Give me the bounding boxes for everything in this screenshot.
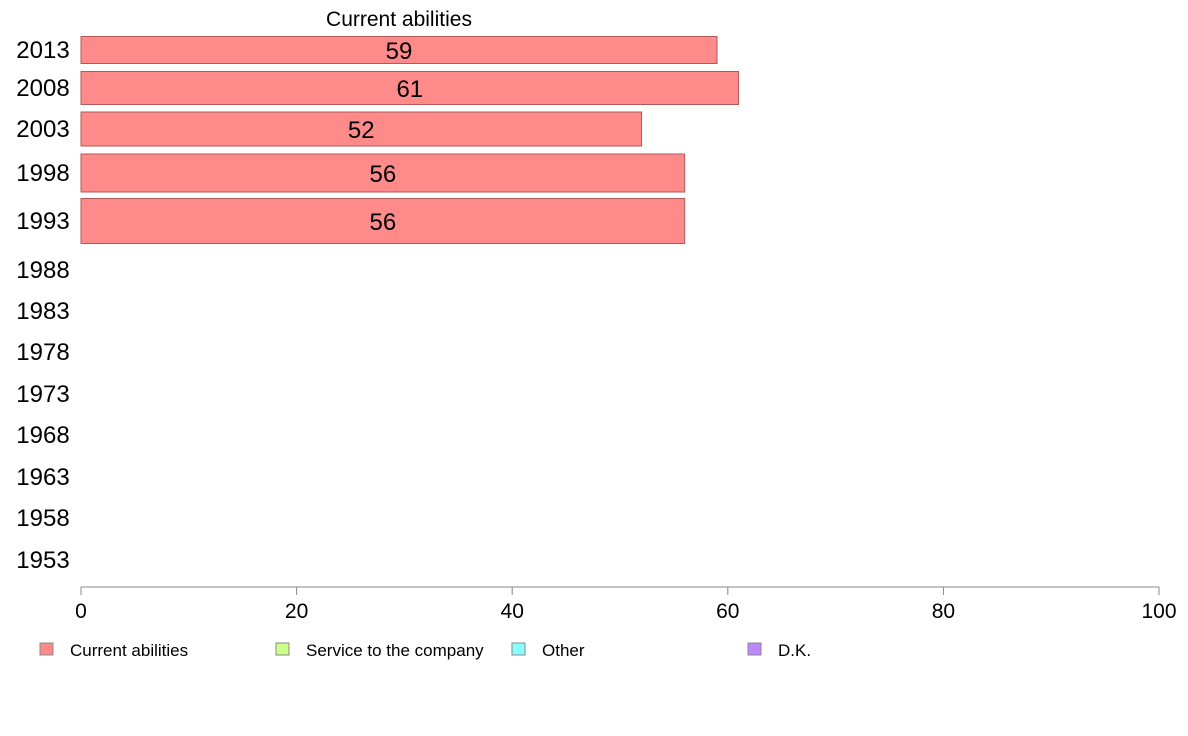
y-tick-label: 2008 [16, 75, 69, 102]
legend: Current abilities Service to the company O… [39, 641, 811, 660]
y-tick-label: 1983 [16, 298, 69, 325]
bar [80, 198, 686, 244]
legend-label: Service to the company [306, 641, 484, 660]
legend-label: D.K. [778, 641, 811, 660]
y-tick-label: 2003 [16, 116, 69, 143]
bar [80, 111, 643, 147]
x-axis: 0 20 40 60 80 100 [75, 586, 1177, 623]
bars-group [80, 36, 740, 244]
y-tick-label: 1968 [16, 422, 69, 449]
bar [80, 71, 740, 105]
x-tick-label: 80 [932, 600, 955, 623]
legend-swatch [511, 642, 526, 656]
x-tick-label: 20 [285, 600, 308, 623]
y-tick-label: 1958 [16, 505, 69, 532]
bar-value-labels: 59 61 52 56 56 [348, 38, 423, 236]
bar-value-label: 52 [348, 117, 375, 144]
legend-item: Other [511, 641, 585, 660]
bar-value-label: 59 [386, 38, 413, 65]
legend-item: Service to the company [275, 641, 484, 660]
legend-item: Current abilities [39, 641, 188, 660]
legend-item: D.K. [747, 641, 811, 660]
bar [80, 153, 686, 193]
bar-value-label: 61 [396, 76, 423, 103]
x-tick-label: 40 [501, 600, 524, 623]
x-tick-label: 60 [716, 600, 739, 623]
y-tick-label: 1988 [16, 257, 69, 284]
x-tick-label: 100 [1141, 600, 1176, 623]
y-tick-label: 1963 [16, 464, 69, 491]
bar [80, 36, 718, 64]
y-tick-label: 2013 [16, 37, 69, 64]
legend-swatch [39, 642, 54, 656]
y-axis-tick-labels: 2013 2008 2003 1998 1993 1988 1983 1978 1973 1968… [16, 37, 69, 574]
y-tick-label: 1973 [16, 381, 69, 408]
legend-swatch [275, 642, 290, 656]
bar-value-label: 56 [369, 161, 396, 188]
bar-value-label: 56 [369, 209, 396, 236]
y-tick-label: 1993 [16, 208, 69, 235]
x-tick-label: 0 [75, 600, 87, 623]
y-tick-label: 1978 [16, 339, 69, 366]
y-tick-label: 1953 [16, 547, 69, 574]
legend-swatch [747, 642, 762, 656]
y-tick-label: 1998 [16, 160, 69, 187]
legend-label: Other [542, 641, 585, 660]
chart-title: Current abilities [326, 8, 472, 31]
legend-label: Current abilities [70, 641, 188, 660]
